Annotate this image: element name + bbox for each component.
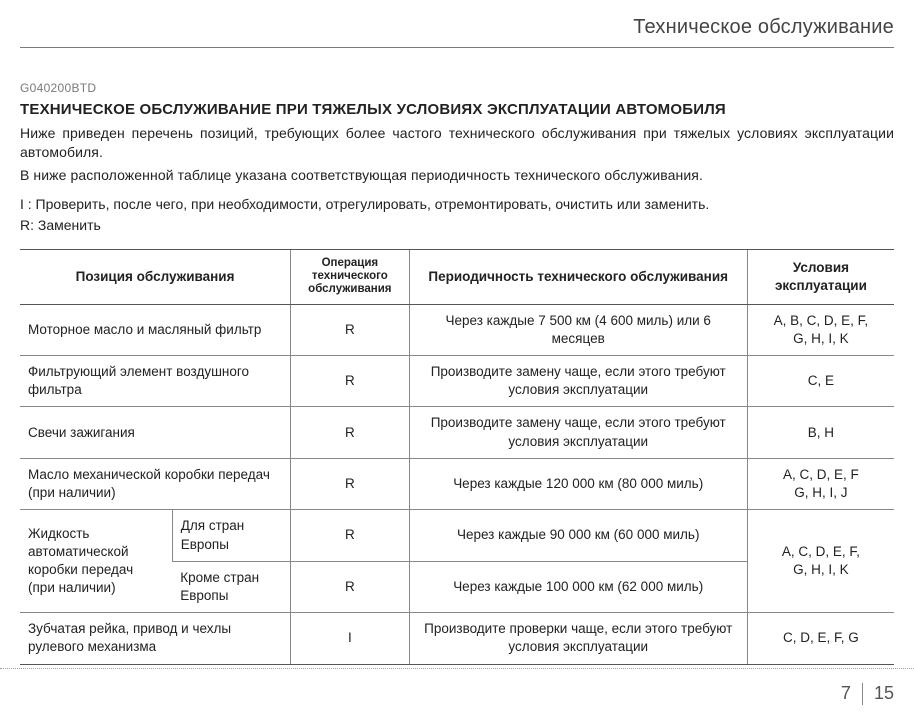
atf-pos-l2: коробки передач xyxy=(28,562,133,577)
page-title: ТЕХНИЧЕСКОЕ ОБСЛУЖИВАНИЕ ПРИ ТЯЖЕЛЫХ УСЛ… xyxy=(20,100,894,120)
cond-line1: C, E xyxy=(808,373,834,388)
legend-i: I : Проверить, после чего, при необходим… xyxy=(20,195,894,214)
cell-frequency: Через каждые 100 000 км (62 000 миль) xyxy=(409,561,747,612)
cond-line2: G, H, I, J xyxy=(794,485,847,500)
table-row: Фильтрующий элемент воздушного фильтра R… xyxy=(20,355,894,406)
cell-position: Масло механической коробки передач (при … xyxy=(20,458,291,509)
page: Техническое обслуживание G040200BTD ТЕХН… xyxy=(0,0,914,715)
cond-line1: C, D, E, F, G xyxy=(783,630,859,645)
cell-position: Свечи зажигания xyxy=(20,407,291,458)
cell-frequency: Производите замену чаще, если этого треб… xyxy=(409,407,747,458)
table-row: Масло механической коробки передач (при … xyxy=(20,458,894,509)
intro-paragraph-2: В ниже расположенной таблице указана соо… xyxy=(20,166,894,185)
table-row: Зубчатая рейка, привод и чехлы рулевого … xyxy=(20,613,894,664)
col-position: Позиция обслуживания xyxy=(20,249,291,304)
table-header-row: Позиция обслуживания Операция техническо… xyxy=(20,249,894,304)
cell-conditions: A, C, D, E, F G, H, I, J xyxy=(747,458,894,509)
cell-position: Фильтрующий элемент воздушного фильтра xyxy=(20,355,291,406)
col-operation: Операция технического обслуживания xyxy=(291,249,409,304)
cell-frequency: Через каждые 120 000 км (80 000 миль) xyxy=(409,458,747,509)
cell-conditions: C, D, E, F, G xyxy=(747,613,894,664)
cell-operation: I xyxy=(291,613,409,664)
cell-operation: R xyxy=(291,407,409,458)
page-separator xyxy=(862,683,863,705)
cell-conditions: A, C, D, E, F, G, H, I, K xyxy=(747,510,894,613)
cell-conditions: B, H xyxy=(747,407,894,458)
legend-r: R: Заменить xyxy=(20,216,894,235)
cell-sub-region: Кроме стран Европы xyxy=(172,561,290,612)
legend: I : Проверить, после чего, при необходим… xyxy=(20,195,894,235)
section-header: Техническое обслуживание xyxy=(20,14,894,48)
table-row-atf-1: Жидкость автоматической коробки передач … xyxy=(20,510,894,561)
page-number: 7 15 xyxy=(841,681,894,705)
atf-pos-l3: (при наличии) xyxy=(28,580,116,595)
table-row: Свечи зажигания R Производите замену чащ… xyxy=(20,407,894,458)
cond-line2: G, H, I, K xyxy=(793,331,849,346)
cond-line1: A, C, D, E, F, xyxy=(782,544,860,559)
atf-pos-l1: Жидкость автоматической xyxy=(28,526,129,559)
cell-operation: R xyxy=(291,458,409,509)
page-index: 15 xyxy=(874,683,894,703)
cell-operation: R xyxy=(291,304,409,355)
cell-operation: R xyxy=(291,355,409,406)
cell-sub-region: Для стран Европы xyxy=(172,510,290,561)
cell-frequency: Производите замену чаще, если этого треб… xyxy=(409,355,747,406)
cond-line1: A, C, D, E, F xyxy=(783,467,859,482)
cell-operation: R xyxy=(291,510,409,561)
cell-conditions: C, E xyxy=(747,355,894,406)
cell-conditions: A, B, C, D, E, F, G, H, I, K xyxy=(747,304,894,355)
cond-line2: G, H, I, K xyxy=(793,562,849,577)
table-row: Моторное масло и масляный фильтр R Через… xyxy=(20,304,894,355)
cond-line1: A, B, C, D, E, F, xyxy=(774,313,869,328)
cell-operation: R xyxy=(291,561,409,612)
cell-position-atf: Жидкость автоматической коробки передач … xyxy=(20,510,172,613)
col-conditions: Условия эксплуатации xyxy=(747,249,894,304)
maintenance-table: Позиция обслуживания Операция техническо… xyxy=(20,249,894,665)
cond-line1: B, H xyxy=(808,425,834,440)
cell-frequency: Через каждые 90 000 км (60 000 миль) xyxy=(409,510,747,561)
col-frequency: Периодичность технического обслуживания xyxy=(409,249,747,304)
cell-position: Моторное масло и масляный фильтр xyxy=(20,304,291,355)
intro-paragraph-1: Ниже приведен перечень позиций, требующи… xyxy=(20,124,894,162)
page-divider-dotted xyxy=(0,668,914,669)
cell-frequency: Производите проверки чаще, если этого тр… xyxy=(409,613,747,664)
cell-frequency: Через каждые 7 500 км (4 600 миль) или 6… xyxy=(409,304,747,355)
page-chapter: 7 xyxy=(841,683,851,703)
cell-position: Зубчатая рейка, привод и чехлы рулевого … xyxy=(20,613,291,664)
document-code: G040200BTD xyxy=(20,80,894,96)
